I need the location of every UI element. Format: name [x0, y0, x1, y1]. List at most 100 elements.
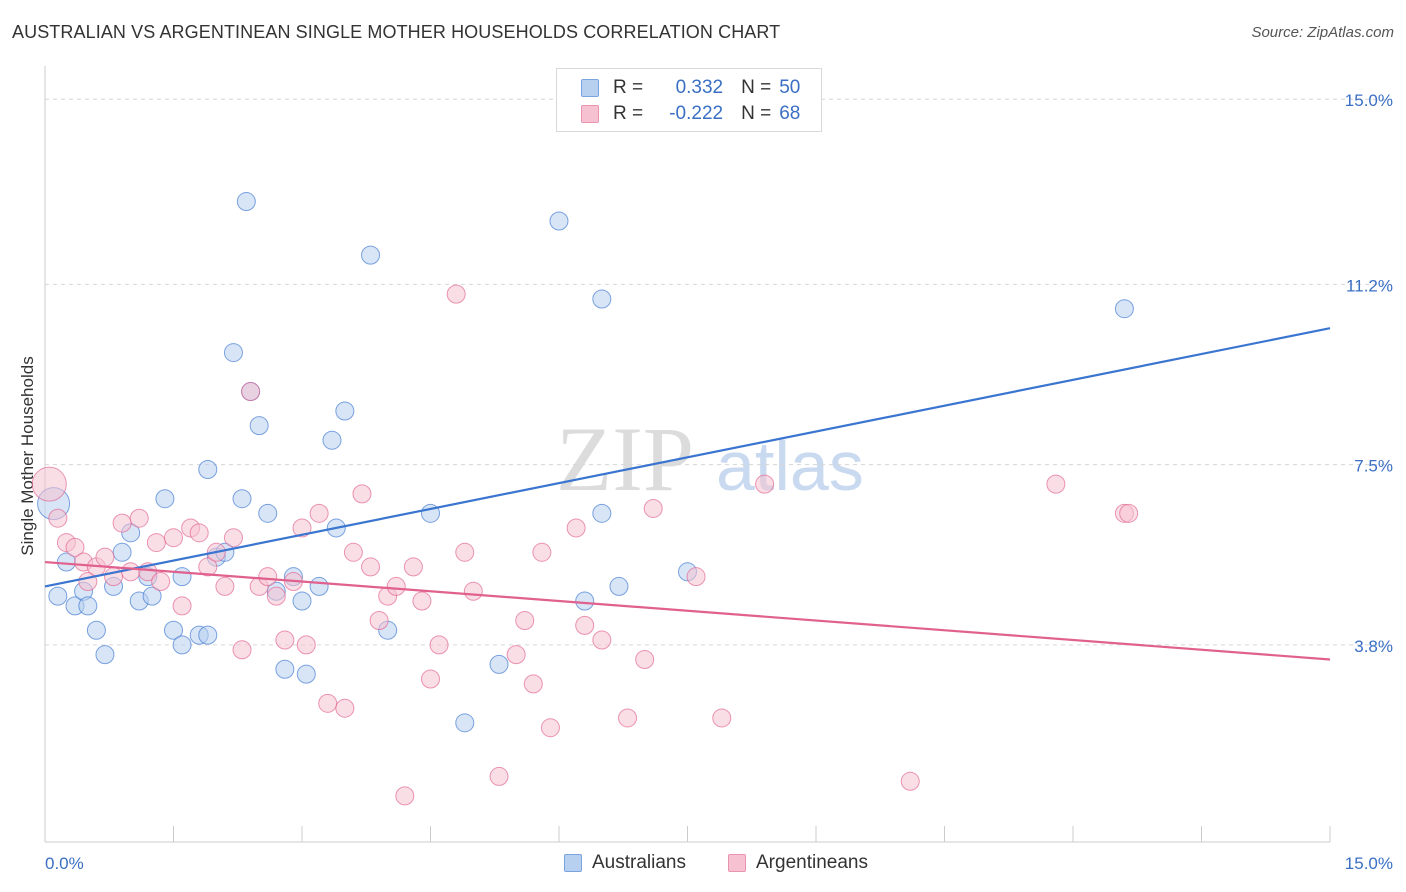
y-tick-label: 7.5%	[1354, 457, 1393, 476]
argentineans-point	[121, 562, 141, 582]
australians-point	[275, 659, 295, 679]
australians-point	[155, 489, 175, 509]
australians-point	[1114, 299, 1134, 319]
argentineans-point	[172, 596, 192, 616]
argentineans-point	[223, 528, 243, 548]
argentineans-point	[215, 576, 235, 596]
bottom-legend-label: Australians	[592, 852, 686, 873]
argentineans-point	[455, 542, 475, 562]
argentineans-point	[395, 786, 415, 806]
argentineans-point	[506, 645, 526, 665]
argentineans-point	[523, 674, 543, 694]
bottom-legend-label: Argentineans	[756, 852, 868, 873]
argentineans-point	[95, 547, 115, 567]
argentineans-point	[352, 484, 372, 504]
argentineans-point	[463, 581, 483, 601]
australians-point	[232, 489, 252, 509]
australians-point	[296, 664, 316, 684]
argentineans-point	[335, 698, 355, 718]
legend-swatch-pink	[581, 105, 599, 123]
australians-point	[142, 586, 162, 606]
source-label: Source: ZipAtlas.com	[1251, 24, 1394, 41]
australians-point	[361, 245, 381, 265]
argentineans-point	[712, 708, 732, 728]
australians-point	[48, 586, 68, 606]
argentineans-point	[635, 649, 655, 669]
chart-title: AUSTRALIAN VS ARGENTINEAN SINGLE MOTHER …	[12, 22, 781, 42]
correlation-legend: R = 0.332 N = 50 R = -0.222 N = 68	[556, 68, 822, 132]
argentineans-point	[386, 576, 406, 596]
y-tick-label: 15.0%	[1345, 91, 1393, 110]
australians-point	[223, 343, 243, 363]
argentineans-point	[566, 518, 586, 538]
argentineans-point	[292, 518, 312, 538]
argentineans-point	[489, 766, 509, 786]
australians-point	[592, 503, 612, 523]
argentineans-point	[129, 508, 149, 528]
argentineans-point	[164, 528, 183, 548]
argentineans-point	[318, 693, 338, 713]
legend-n-value: 50	[779, 77, 801, 98]
argentineans-point	[275, 630, 295, 650]
australians-point	[78, 596, 98, 616]
bottom-swatch-pink	[728, 854, 746, 872]
australians-point	[198, 625, 218, 645]
watermark-zip: ZIP	[556, 408, 694, 510]
argentineans-point	[532, 542, 552, 562]
argentineans-point	[540, 718, 560, 738]
argentineans-point	[241, 382, 261, 402]
legend-r-value: -0.222	[669, 103, 724, 124]
australians-point	[292, 591, 312, 611]
argentineans-point	[446, 284, 466, 304]
argentineans-point	[151, 572, 171, 592]
legend-swatch-blue	[581, 79, 599, 97]
australians-point	[575, 591, 595, 611]
argentineans-point	[189, 523, 209, 543]
australians-point	[236, 192, 256, 212]
argentineans-point	[258, 567, 278, 587]
bottom-swatch-blue	[564, 854, 582, 872]
legend-row-australians: R = 0.332 N = 50	[581, 77, 800, 99]
australians-point	[95, 645, 115, 665]
australians-trend-line	[44, 327, 1331, 588]
y-tick-label: 3.8%	[1354, 637, 1393, 656]
legend-r-label: R =	[613, 77, 644, 98]
australians-point	[249, 416, 269, 436]
argentineans-point	[755, 474, 775, 494]
legend-n-label: N =	[741, 103, 772, 124]
australians-point	[112, 542, 132, 562]
argentineans-point	[421, 669, 440, 689]
argentineans-point	[198, 557, 218, 577]
argentineans-trend-line	[44, 560, 1331, 661]
argentineans-point	[686, 567, 706, 587]
argentineans-point	[266, 586, 286, 606]
argentineans-point	[575, 615, 595, 635]
argentineans-point	[900, 771, 920, 791]
argentineans-point	[1119, 503, 1139, 523]
australians-point	[455, 713, 475, 733]
australians-point	[609, 576, 629, 596]
australians-point	[322, 430, 342, 450]
argentineans-point	[361, 557, 381, 577]
australians-point	[198, 459, 218, 479]
x-tick-label: 0.0%	[45, 854, 84, 873]
argentineans-point	[592, 630, 612, 650]
australians-point	[258, 503, 278, 523]
legend-r-label: R =	[613, 103, 644, 124]
bottom-legend-argentineans: Argentineans	[728, 852, 868, 874]
argentineans-point	[146, 533, 166, 553]
bottom-legend-australians: Australians	[564, 852, 686, 874]
argentineans-point	[112, 513, 132, 533]
argentineans-point	[296, 635, 316, 655]
australians-point	[592, 289, 612, 309]
argentineans-point	[1046, 474, 1066, 494]
x-tick-label: 15.0%	[1345, 854, 1393, 873]
argentineans-point	[343, 542, 363, 562]
australians-point	[172, 567, 192, 587]
argentineans-point	[369, 611, 389, 631]
australians-point	[164, 620, 183, 640]
argentineans-point	[618, 708, 638, 728]
y-tick-label: 11.2%	[1346, 276, 1393, 295]
argentineans-point	[412, 591, 432, 611]
